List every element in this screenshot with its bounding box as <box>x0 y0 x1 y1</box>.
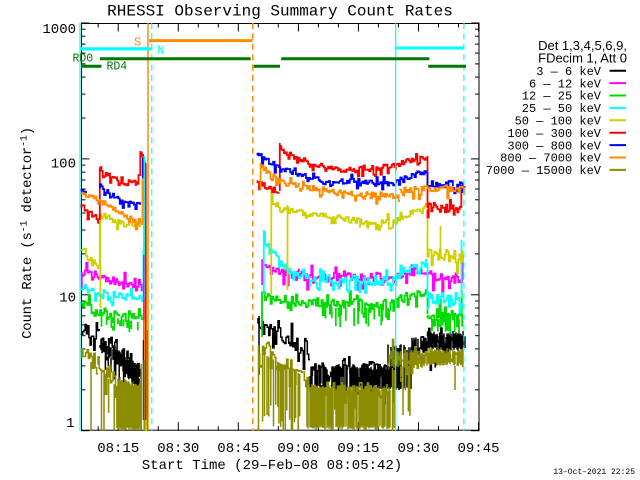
svg-text:S: S <box>134 36 141 50</box>
svg-text:09:30: 09:30 <box>397 441 439 457</box>
svg-text:09:45: 09:45 <box>457 441 499 457</box>
svg-text:800 — 7000 keV: 800 — 7000 keV <box>500 152 602 166</box>
svg-text:RD0: RD0 <box>73 53 94 66</box>
svg-text:Start Time (29–Feb–08 08:05:42: Start Time (29–Feb–08 08:05:42) <box>142 458 402 474</box>
svg-text:08:30: 08:30 <box>157 441 199 457</box>
svg-text:1: 1 <box>66 416 74 432</box>
svg-text:09:15: 09:15 <box>337 441 379 457</box>
svg-text:12 — 25 keV: 12 — 25 keV <box>522 90 602 104</box>
svg-text:13–Oct–2021 22:25: 13–Oct–2021 22:25 <box>553 468 635 477</box>
svg-text:N: N <box>157 44 164 58</box>
svg-text:10: 10 <box>59 291 76 307</box>
svg-text:08:15: 08:15 <box>97 441 139 457</box>
svg-text:Det 1,3,4,5,6,9,: Det 1,3,4,5,6,9, <box>538 38 627 53</box>
svg-text:3 — 6 keV: 3 — 6 keV <box>536 65 602 79</box>
svg-text:08:45: 08:45 <box>217 441 259 457</box>
svg-text:7000 — 15000 keV: 7000 — 15000 keV <box>486 164 602 178</box>
svg-text:25 — 50 keV: 25 — 50 keV <box>522 102 602 116</box>
svg-text:50 — 100 keV: 50 — 100 keV <box>515 115 602 129</box>
svg-text:RD4: RD4 <box>107 61 128 74</box>
svg-text:RHESSI Observing Summary Count: RHESSI Observing Summary Count Rates <box>107 3 453 21</box>
svg-text:1000: 1000 <box>42 22 76 38</box>
svg-text:6 — 12 keV: 6 — 12 keV <box>529 77 602 91</box>
svg-text:FDecim 1, Att 0: FDecim 1, Att 0 <box>538 51 627 66</box>
svg-text:100: 100 <box>51 157 76 173</box>
svg-text:09:00: 09:00 <box>277 441 319 457</box>
svg-text:100 — 300 keV: 100 — 300 keV <box>507 127 601 141</box>
svg-text:Count Rate (s-1 detector-1): Count Rate (s-1 detector-1) <box>20 127 37 339</box>
svg-text:300 — 800 keV: 300 — 800 keV <box>507 139 601 153</box>
